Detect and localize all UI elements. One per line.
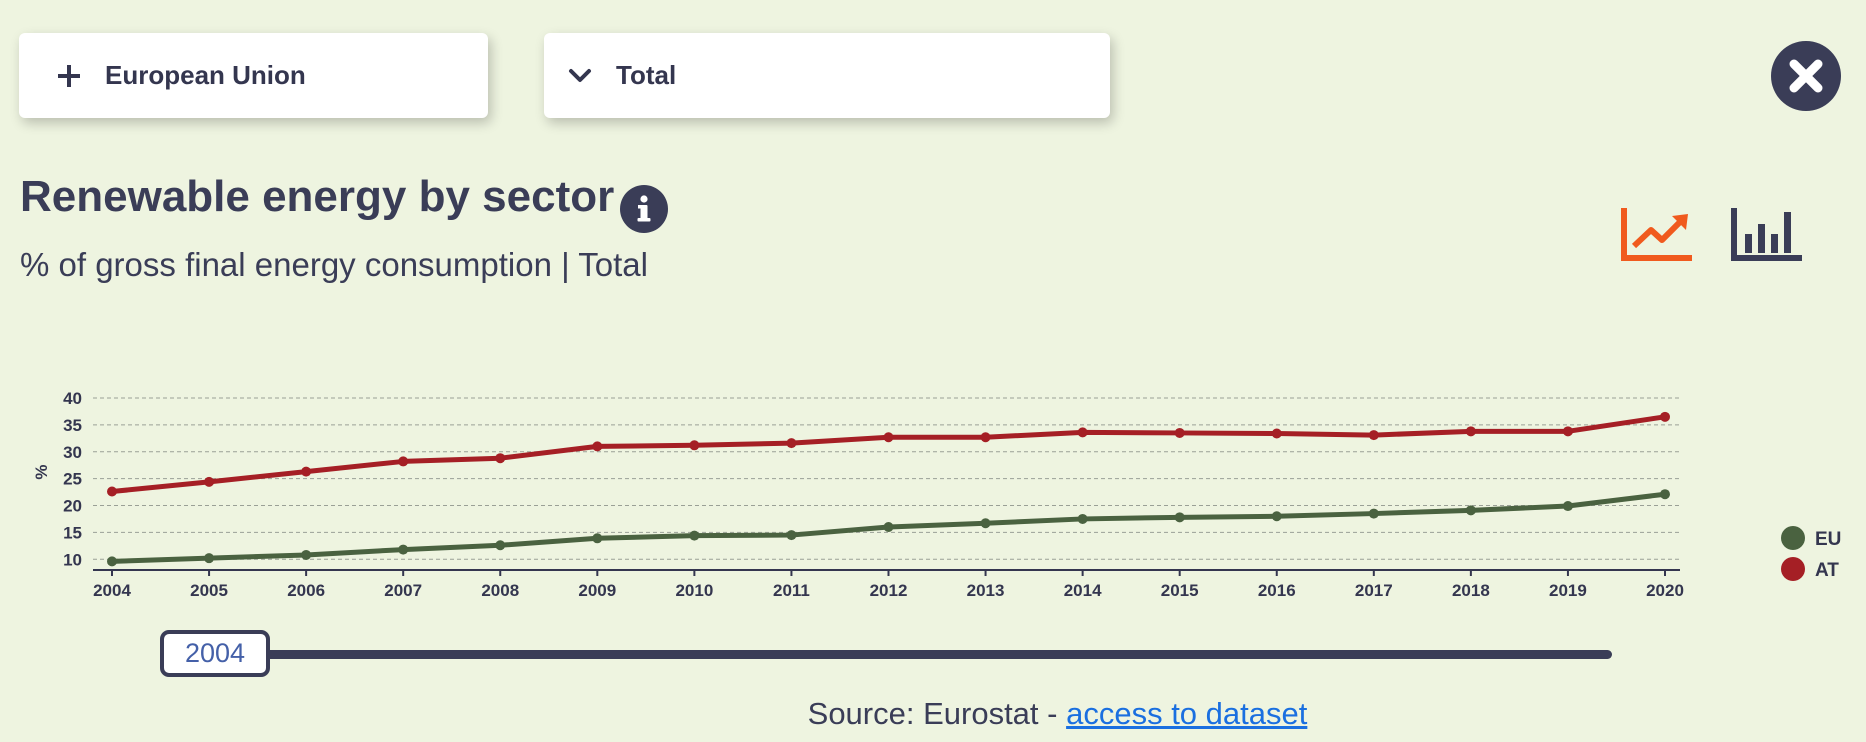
line-chart-view-button[interactable]	[1620, 204, 1696, 264]
data-point-at	[107, 486, 117, 497]
x-tick-label: 2013	[967, 581, 1005, 600]
info-button[interactable]	[620, 185, 668, 233]
data-point-eu	[107, 556, 117, 567]
x-tick-label: 2017	[1355, 581, 1393, 600]
data-point-at	[1368, 430, 1379, 441]
data-point-at	[1174, 427, 1185, 438]
x-tick-label: 2011	[773, 581, 810, 600]
data-point-at	[398, 456, 409, 467]
data-point-eu	[980, 518, 991, 529]
country-dropdown[interactable]: European Union	[19, 33, 488, 118]
data-point-eu	[301, 549, 312, 560]
x-tick-label: 2009	[578, 581, 616, 600]
sector-dropdown-label: Total	[616, 60, 677, 90]
x-tick-label: 2010	[675, 581, 713, 600]
info-icon	[637, 195, 651, 222]
year-slider-handle[interactable]: 2004	[160, 630, 270, 677]
x-tick-label: 2007	[384, 581, 422, 600]
close-button[interactable]	[1771, 41, 1841, 111]
x-tick-label: 2008	[481, 581, 519, 600]
x-tick-label: 2004	[93, 581, 131, 600]
chart-subtitle: % of gross final energy consumption | To…	[20, 246, 648, 283]
year-slider-value: 2004	[184, 638, 246, 668]
series-line-at	[109, 414, 1668, 495]
y-tick-label: 25	[63, 470, 82, 489]
x-tick-label: 2016	[1258, 581, 1296, 600]
x-tick-label: 2014	[1064, 581, 1102, 600]
chevron-down-icon	[569, 68, 591, 82]
legend-swatch-eu	[1781, 526, 1805, 550]
data-point-at	[980, 432, 991, 443]
bar-chart-icon	[1731, 208, 1802, 261]
data-point-eu	[204, 553, 215, 564]
x-tick-label: 2006	[287, 581, 325, 600]
legend-swatch-at	[1781, 557, 1805, 581]
country-dropdown-label: European Union	[105, 60, 306, 90]
data-point-at	[1660, 411, 1670, 422]
data-point-at	[204, 476, 215, 487]
data-point-eu	[1271, 511, 1282, 522]
source-line: Source: Eurostat - access to dataset	[0, 696, 1866, 732]
data-point-eu	[1465, 505, 1476, 516]
x-tick-label: 2015	[1161, 581, 1199, 600]
sector-dropdown[interactable]: Total	[544, 33, 1110, 118]
y-tick-label: 15	[63, 523, 82, 542]
data-point-eu	[398, 544, 409, 555]
data-point-at	[883, 432, 894, 443]
data-point-eu	[495, 540, 506, 551]
data-point-eu	[1368, 508, 1379, 519]
y-tick-label: 35	[63, 416, 82, 435]
line-chart: 10 15 20 25 30 35 40 2004 2005 2006 2007 2008 2009 20…	[32, 389, 1841, 600]
data-point-eu	[1174, 512, 1185, 523]
x-tick-label: 2019	[1549, 581, 1587, 600]
data-point-at	[1465, 426, 1476, 437]
close-icon	[1789, 59, 1823, 93]
data-point-at	[1562, 426, 1573, 437]
y-tick-label: 40	[63, 389, 82, 408]
data-point-eu	[592, 533, 603, 544]
year-slider-track[interactable]	[265, 650, 1612, 659]
data-point-at	[1077, 427, 1088, 438]
y-tick-label: 10	[63, 550, 82, 569]
x-tick-label: 2020	[1646, 581, 1684, 600]
data-point-at	[301, 466, 312, 477]
data-point-at	[592, 441, 603, 452]
data-point-eu	[1660, 489, 1670, 500]
data-point-at	[1271, 428, 1282, 439]
y-tick-label: 20	[63, 497, 82, 516]
data-point-at	[689, 440, 700, 451]
line-chart-icon	[1621, 208, 1692, 261]
data-point-at	[495, 453, 506, 464]
data-point-eu	[1562, 501, 1573, 512]
data-point-at	[786, 438, 797, 449]
legend-label-eu: EU	[1815, 529, 1841, 550]
legend-label-at: AT	[1815, 560, 1839, 581]
data-point-eu	[689, 530, 700, 541]
y-axis-label: %	[32, 464, 51, 479]
x-tick-label: 2012	[870, 581, 908, 600]
source-prefix: Source: Eurostat -	[807, 696, 1067, 731]
data-point-eu	[883, 522, 894, 532]
plus-icon	[58, 64, 80, 87]
dataset-link[interactable]: access to dataset	[1066, 696, 1308, 731]
x-tick-label: 2005	[190, 581, 228, 600]
data-point-eu	[786, 530, 797, 541]
y-tick-label: 30	[63, 443, 82, 462]
bar-chart-view-button[interactable]	[1730, 204, 1806, 264]
chart-title: Renewable energy by sector	[20, 172, 615, 221]
x-tick-label: 2018	[1452, 581, 1490, 600]
data-point-eu	[1077, 513, 1088, 524]
